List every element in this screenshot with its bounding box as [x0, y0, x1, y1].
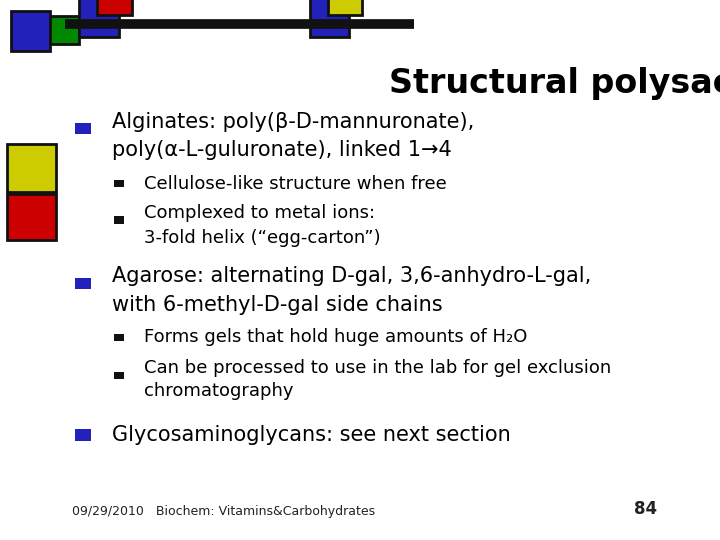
- Bar: [75, 429, 91, 441]
- Bar: [79, 0, 119, 37]
- Text: Alginates: poly(β-D-mannuronate),: Alginates: poly(β-D-mannuronate),: [112, 111, 474, 132]
- Text: with 6-methyl-D-gal side chains: with 6-methyl-D-gal side chains: [112, 294, 442, 315]
- Bar: [114, 216, 124, 224]
- Bar: [7, 194, 56, 240]
- Text: chromatography: chromatography: [144, 382, 294, 401]
- Text: 09/29/2010   Biochem: Vitamins&Carbohydrates: 09/29/2010 Biochem: Vitamins&Carbohydrat…: [72, 505, 375, 518]
- Bar: [310, 0, 349, 37]
- Text: poly(α-L-guluronate), linked 1→4: poly(α-L-guluronate), linked 1→4: [112, 139, 451, 160]
- Text: Cellulose-like structure when free: Cellulose-like structure when free: [144, 174, 446, 193]
- Text: 84: 84: [634, 501, 657, 518]
- Bar: [75, 123, 91, 134]
- Text: Forms gels that hold huge amounts of H₂O: Forms gels that hold huge amounts of H₂O: [144, 328, 527, 347]
- Bar: [97, 0, 132, 15]
- Bar: [114, 334, 124, 341]
- Bar: [114, 180, 124, 187]
- Bar: [11, 11, 50, 51]
- Bar: [75, 278, 91, 289]
- Text: Agarose: alternating D-gal, 3,6-anhydro-L-gal,: Agarose: alternating D-gal, 3,6-anhydro-…: [112, 266, 591, 287]
- Text: Can be processed to use in the lab for gel exclusion: Can be processed to use in the lab for g…: [144, 359, 611, 377]
- Bar: [7, 144, 56, 192]
- Text: Complexed to metal ions:: Complexed to metal ions:: [144, 204, 375, 222]
- Bar: [328, 0, 362, 15]
- Text: Structural polysaccharides II: Structural polysaccharides II: [389, 67, 720, 100]
- Bar: [50, 16, 79, 44]
- Bar: [114, 372, 124, 379]
- Text: 3-fold helix (“egg-carton”): 3-fold helix (“egg-carton”): [144, 228, 381, 247]
- Text: Glycosaminoglycans: see next section: Glycosaminoglycans: see next section: [112, 424, 510, 445]
